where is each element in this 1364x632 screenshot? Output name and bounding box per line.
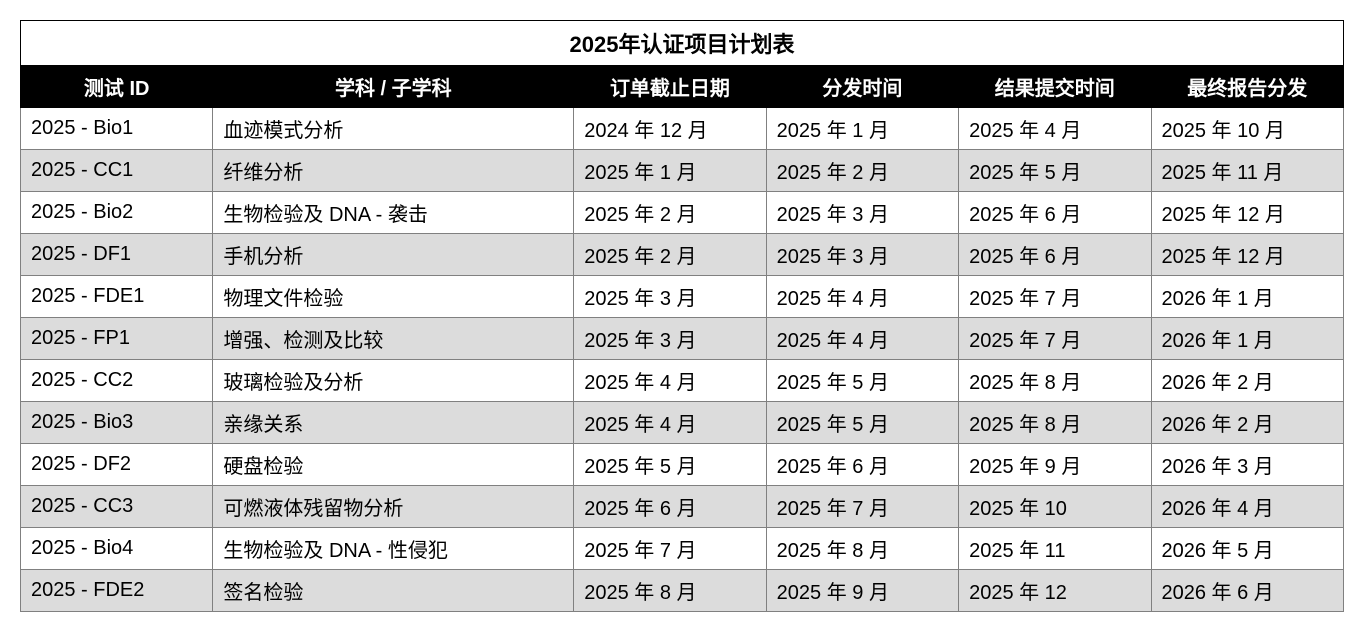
cell-final-report: 2025 年 12 月: [1151, 192, 1344, 234]
cell-final-report: 2026 年 6 月: [1151, 570, 1344, 612]
cell-subject: 生物检验及 DNA - 性侵犯: [213, 528, 574, 570]
cell-final-report: 2025 年 11 月: [1151, 150, 1344, 192]
cell-final-report: 2025 年 12 月: [1151, 234, 1344, 276]
cell-result-submit: 2025 年 8 月: [959, 402, 1151, 444]
cell-id: 2025 - CC3: [21, 486, 213, 528]
cell-final-report: 2026 年 1 月: [1151, 276, 1344, 318]
cell-result-submit: 2025 年 9 月: [959, 444, 1151, 486]
cell-distribution: 2025 年 5 月: [766, 402, 958, 444]
cell-id: 2025 - Bio2: [21, 192, 213, 234]
table-row: 2025 - FP1 增强、检测及比较 2025 年 3 月 2025 年 4 …: [21, 318, 1344, 360]
cell-result-submit: 2025 年 7 月: [959, 318, 1151, 360]
cell-id: 2025 - Bio4: [21, 528, 213, 570]
table-row: 2025 - DF1 手机分析 2025 年 2 月 2025 年 3 月 20…: [21, 234, 1344, 276]
cell-final-report: 2026 年 3 月: [1151, 444, 1344, 486]
cell-subject: 生物检验及 DNA - 袭击: [213, 192, 574, 234]
cell-distribution: 2025 年 8 月: [766, 528, 958, 570]
cell-subject: 签名检验: [213, 570, 574, 612]
cell-order-deadline: 2025 年 8 月: [574, 570, 766, 612]
cell-distribution: 2025 年 9 月: [766, 570, 958, 612]
cell-result-submit: 2025 年 4 月: [959, 108, 1151, 150]
col-header-distribution: 分发时间: [766, 66, 958, 108]
cell-order-deadline: 2025 年 5 月: [574, 444, 766, 486]
cell-order-deadline: 2025 年 2 月: [574, 192, 766, 234]
cell-distribution: 2025 年 4 月: [766, 318, 958, 360]
cell-subject: 可燃液体残留物分析: [213, 486, 574, 528]
cell-order-deadline: 2025 年 7 月: [574, 528, 766, 570]
table-title-row: 2025年认证项目计划表: [21, 21, 1344, 66]
cell-order-deadline: 2025 年 4 月: [574, 402, 766, 444]
table-row: 2025 - FDE1 物理文件检验 2025 年 3 月 2025 年 4 月…: [21, 276, 1344, 318]
table-row: 2025 - Bio1 血迹模式分析 2024 年 12 月 2025 年 1 …: [21, 108, 1344, 150]
cell-result-submit: 2025 年 6 月: [959, 234, 1151, 276]
cell-final-report: 2026 年 2 月: [1151, 360, 1344, 402]
cell-order-deadline: 2025 年 2 月: [574, 234, 766, 276]
table-row: 2025 - Bio3 亲缘关系 2025 年 4 月 2025 年 5 月 2…: [21, 402, 1344, 444]
col-header-result-submit: 结果提交时间: [959, 66, 1151, 108]
cell-id: 2025 - DF2: [21, 444, 213, 486]
cell-order-deadline: 2025 年 4 月: [574, 360, 766, 402]
cell-subject: 亲缘关系: [213, 402, 574, 444]
table-row: 2025 - DF2 硬盘检验 2025 年 5 月 2025 年 6 月 20…: [21, 444, 1344, 486]
cell-id: 2025 - FDE1: [21, 276, 213, 318]
col-header-id: 测试 ID: [21, 66, 213, 108]
cell-subject: 血迹模式分析: [213, 108, 574, 150]
cell-subject: 手机分析: [213, 234, 574, 276]
cell-distribution: 2025 年 2 月: [766, 150, 958, 192]
cell-distribution: 2025 年 3 月: [766, 192, 958, 234]
table-header-row: 测试 ID 学科 / 子学科 订单截止日期 分发时间 结果提交时间 最终报告分发: [21, 66, 1344, 108]
cell-id: 2025 - CC2: [21, 360, 213, 402]
cell-distribution: 2025 年 3 月: [766, 234, 958, 276]
table-row: 2025 - CC2 玻璃检验及分析 2025 年 4 月 2025 年 5 月…: [21, 360, 1344, 402]
cell-final-report: 2026 年 4 月: [1151, 486, 1344, 528]
cell-result-submit: 2025 年 8 月: [959, 360, 1151, 402]
table-row: 2025 - Bio2 生物检验及 DNA - 袭击 2025 年 2 月 20…: [21, 192, 1344, 234]
table-row: 2025 - CC1 纤维分析 2025 年 1 月 2025 年 2 月 20…: [21, 150, 1344, 192]
cell-final-report: 2025 年 10 月: [1151, 108, 1344, 150]
col-header-final-report: 最终报告分发: [1151, 66, 1344, 108]
cell-id: 2025 - Bio1: [21, 108, 213, 150]
cell-distribution: 2025 年 7 月: [766, 486, 958, 528]
cell-id: 2025 - FP1: [21, 318, 213, 360]
cell-id: 2025 - FDE2: [21, 570, 213, 612]
cell-id: 2025 - DF1: [21, 234, 213, 276]
col-header-order-deadline: 订单截止日期: [574, 66, 766, 108]
cell-subject: 玻璃检验及分析: [213, 360, 574, 402]
cell-order-deadline: 2025 年 3 月: [574, 318, 766, 360]
cell-result-submit: 2025 年 6 月: [959, 192, 1151, 234]
cell-id: 2025 - Bio3: [21, 402, 213, 444]
cell-result-submit: 2025 年 11: [959, 528, 1151, 570]
cell-subject: 物理文件检验: [213, 276, 574, 318]
table-row: 2025 - Bio4 生物检验及 DNA - 性侵犯 2025 年 7 月 2…: [21, 528, 1344, 570]
cell-id: 2025 - CC1: [21, 150, 213, 192]
cell-final-report: 2026 年 1 月: [1151, 318, 1344, 360]
table-body: 2025 - Bio1 血迹模式分析 2024 年 12 月 2025 年 1 …: [21, 108, 1344, 612]
cell-result-submit: 2025 年 10: [959, 486, 1151, 528]
cell-subject: 硬盘检验: [213, 444, 574, 486]
table-row: 2025 - FDE2 签名检验 2025 年 8 月 2025 年 9 月 2…: [21, 570, 1344, 612]
cell-subject: 增强、检测及比较: [213, 318, 574, 360]
cell-result-submit: 2025 年 12: [959, 570, 1151, 612]
cell-order-deadline: 2025 年 1 月: [574, 150, 766, 192]
cell-distribution: 2025 年 1 月: [766, 108, 958, 150]
cell-final-report: 2026 年 5 月: [1151, 528, 1344, 570]
table-title: 2025年认证项目计划表: [21, 21, 1344, 66]
cell-result-submit: 2025 年 5 月: [959, 150, 1151, 192]
cell-result-submit: 2025 年 7 月: [959, 276, 1151, 318]
table-row: 2025 - CC3 可燃液体残留物分析 2025 年 6 月 2025 年 7…: [21, 486, 1344, 528]
col-header-subject: 学科 / 子学科: [213, 66, 574, 108]
cell-order-deadline: 2025 年 6 月: [574, 486, 766, 528]
cell-distribution: 2025 年 4 月: [766, 276, 958, 318]
cell-distribution: 2025 年 6 月: [766, 444, 958, 486]
cell-distribution: 2025 年 5 月: [766, 360, 958, 402]
cell-final-report: 2026 年 2 月: [1151, 402, 1344, 444]
cell-subject: 纤维分析: [213, 150, 574, 192]
cell-order-deadline: 2024 年 12 月: [574, 108, 766, 150]
schedule-table: 2025年认证项目计划表 测试 ID 学科 / 子学科 订单截止日期 分发时间 …: [20, 20, 1344, 612]
cell-order-deadline: 2025 年 3 月: [574, 276, 766, 318]
